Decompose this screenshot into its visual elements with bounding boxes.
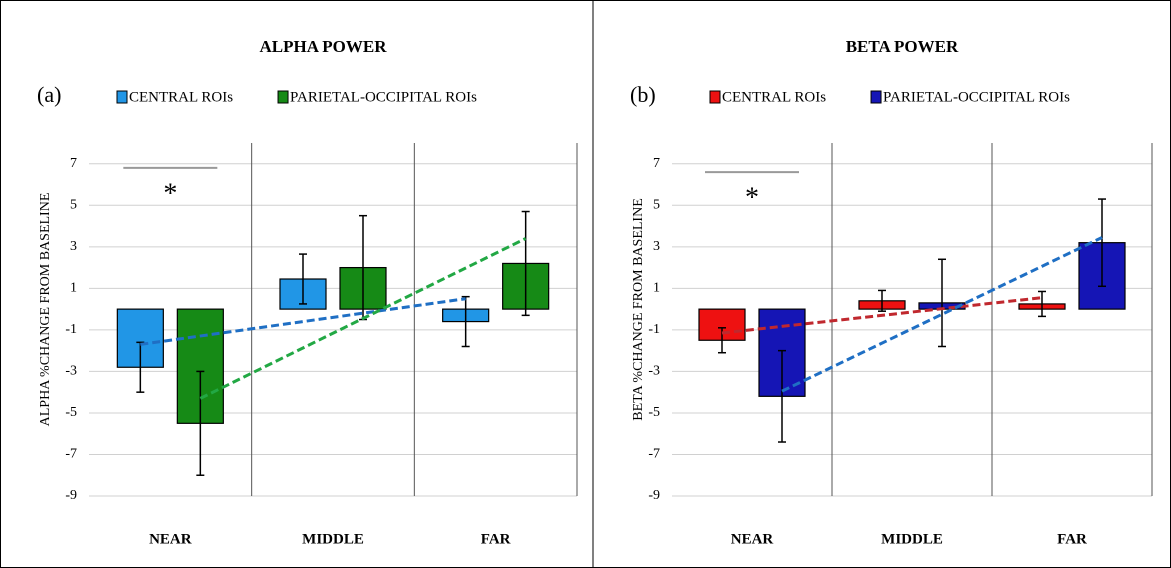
- x-tick-label: MIDDLE: [302, 531, 364, 547]
- x-tick-label: NEAR: [731, 531, 774, 547]
- y-axis-label: BETA %CHANGE FROM BASELINE: [631, 198, 646, 421]
- legend-label: CENTRAL ROIs: [129, 89, 233, 105]
- y-tick-label: 7: [653, 156, 660, 171]
- y-tick-label: -9: [648, 488, 660, 503]
- y-tick-label: 5: [70, 198, 77, 213]
- panel-label: (b): [630, 82, 656, 107]
- y-tick-label: 3: [653, 239, 660, 254]
- panel-label: (a): [37, 82, 61, 107]
- legend-label: CENTRAL ROIs: [722, 89, 826, 105]
- significance-label: *: [745, 182, 759, 213]
- trend-line: [199, 237, 527, 400]
- legend-swatch: [709, 90, 721, 104]
- y-axis-label: ALPHA %CHANGE FROM BASELINE: [38, 193, 53, 427]
- trend-line: [721, 296, 1043, 335]
- y-tick-label: 7: [70, 156, 77, 171]
- x-tick-label: NEAR: [149, 531, 192, 547]
- y-tick-label: -1: [65, 322, 77, 337]
- y-tick-label: -7: [648, 447, 660, 462]
- y-tick-label: 1: [653, 281, 660, 296]
- y-tick-label: -3: [65, 364, 77, 379]
- y-tick-label: -9: [65, 488, 77, 503]
- chart-title: ALPHA POWER: [259, 37, 387, 56]
- legend-label: PARIETAL-OCCIPITAL ROIs: [290, 89, 477, 105]
- x-tick-label: MIDDLE: [881, 531, 943, 547]
- y-tick-label: 5: [653, 198, 660, 213]
- y-tick-label: -7: [65, 447, 77, 462]
- legend-swatch: [277, 90, 289, 104]
- y-tick-label: 3: [70, 239, 77, 254]
- legend-label: PARIETAL-OCCIPITAL ROIs: [883, 89, 1070, 105]
- chart-title: BETA POWER: [846, 37, 959, 56]
- y-tick-label: -5: [648, 405, 660, 420]
- trend-line: [781, 236, 1103, 393]
- legend-swatch: [870, 90, 882, 104]
- trend-line: [140, 297, 466, 346]
- y-tick-label: -3: [648, 364, 660, 379]
- x-tick-label: FAR: [481, 531, 511, 547]
- significance-label: *: [163, 178, 177, 209]
- y-tick-label: 1: [70, 281, 77, 296]
- legend-swatch: [116, 90, 128, 104]
- y-tick-label: -1: [648, 322, 660, 337]
- x-tick-label: FAR: [1057, 531, 1087, 547]
- y-tick-label: -5: [65, 405, 77, 420]
